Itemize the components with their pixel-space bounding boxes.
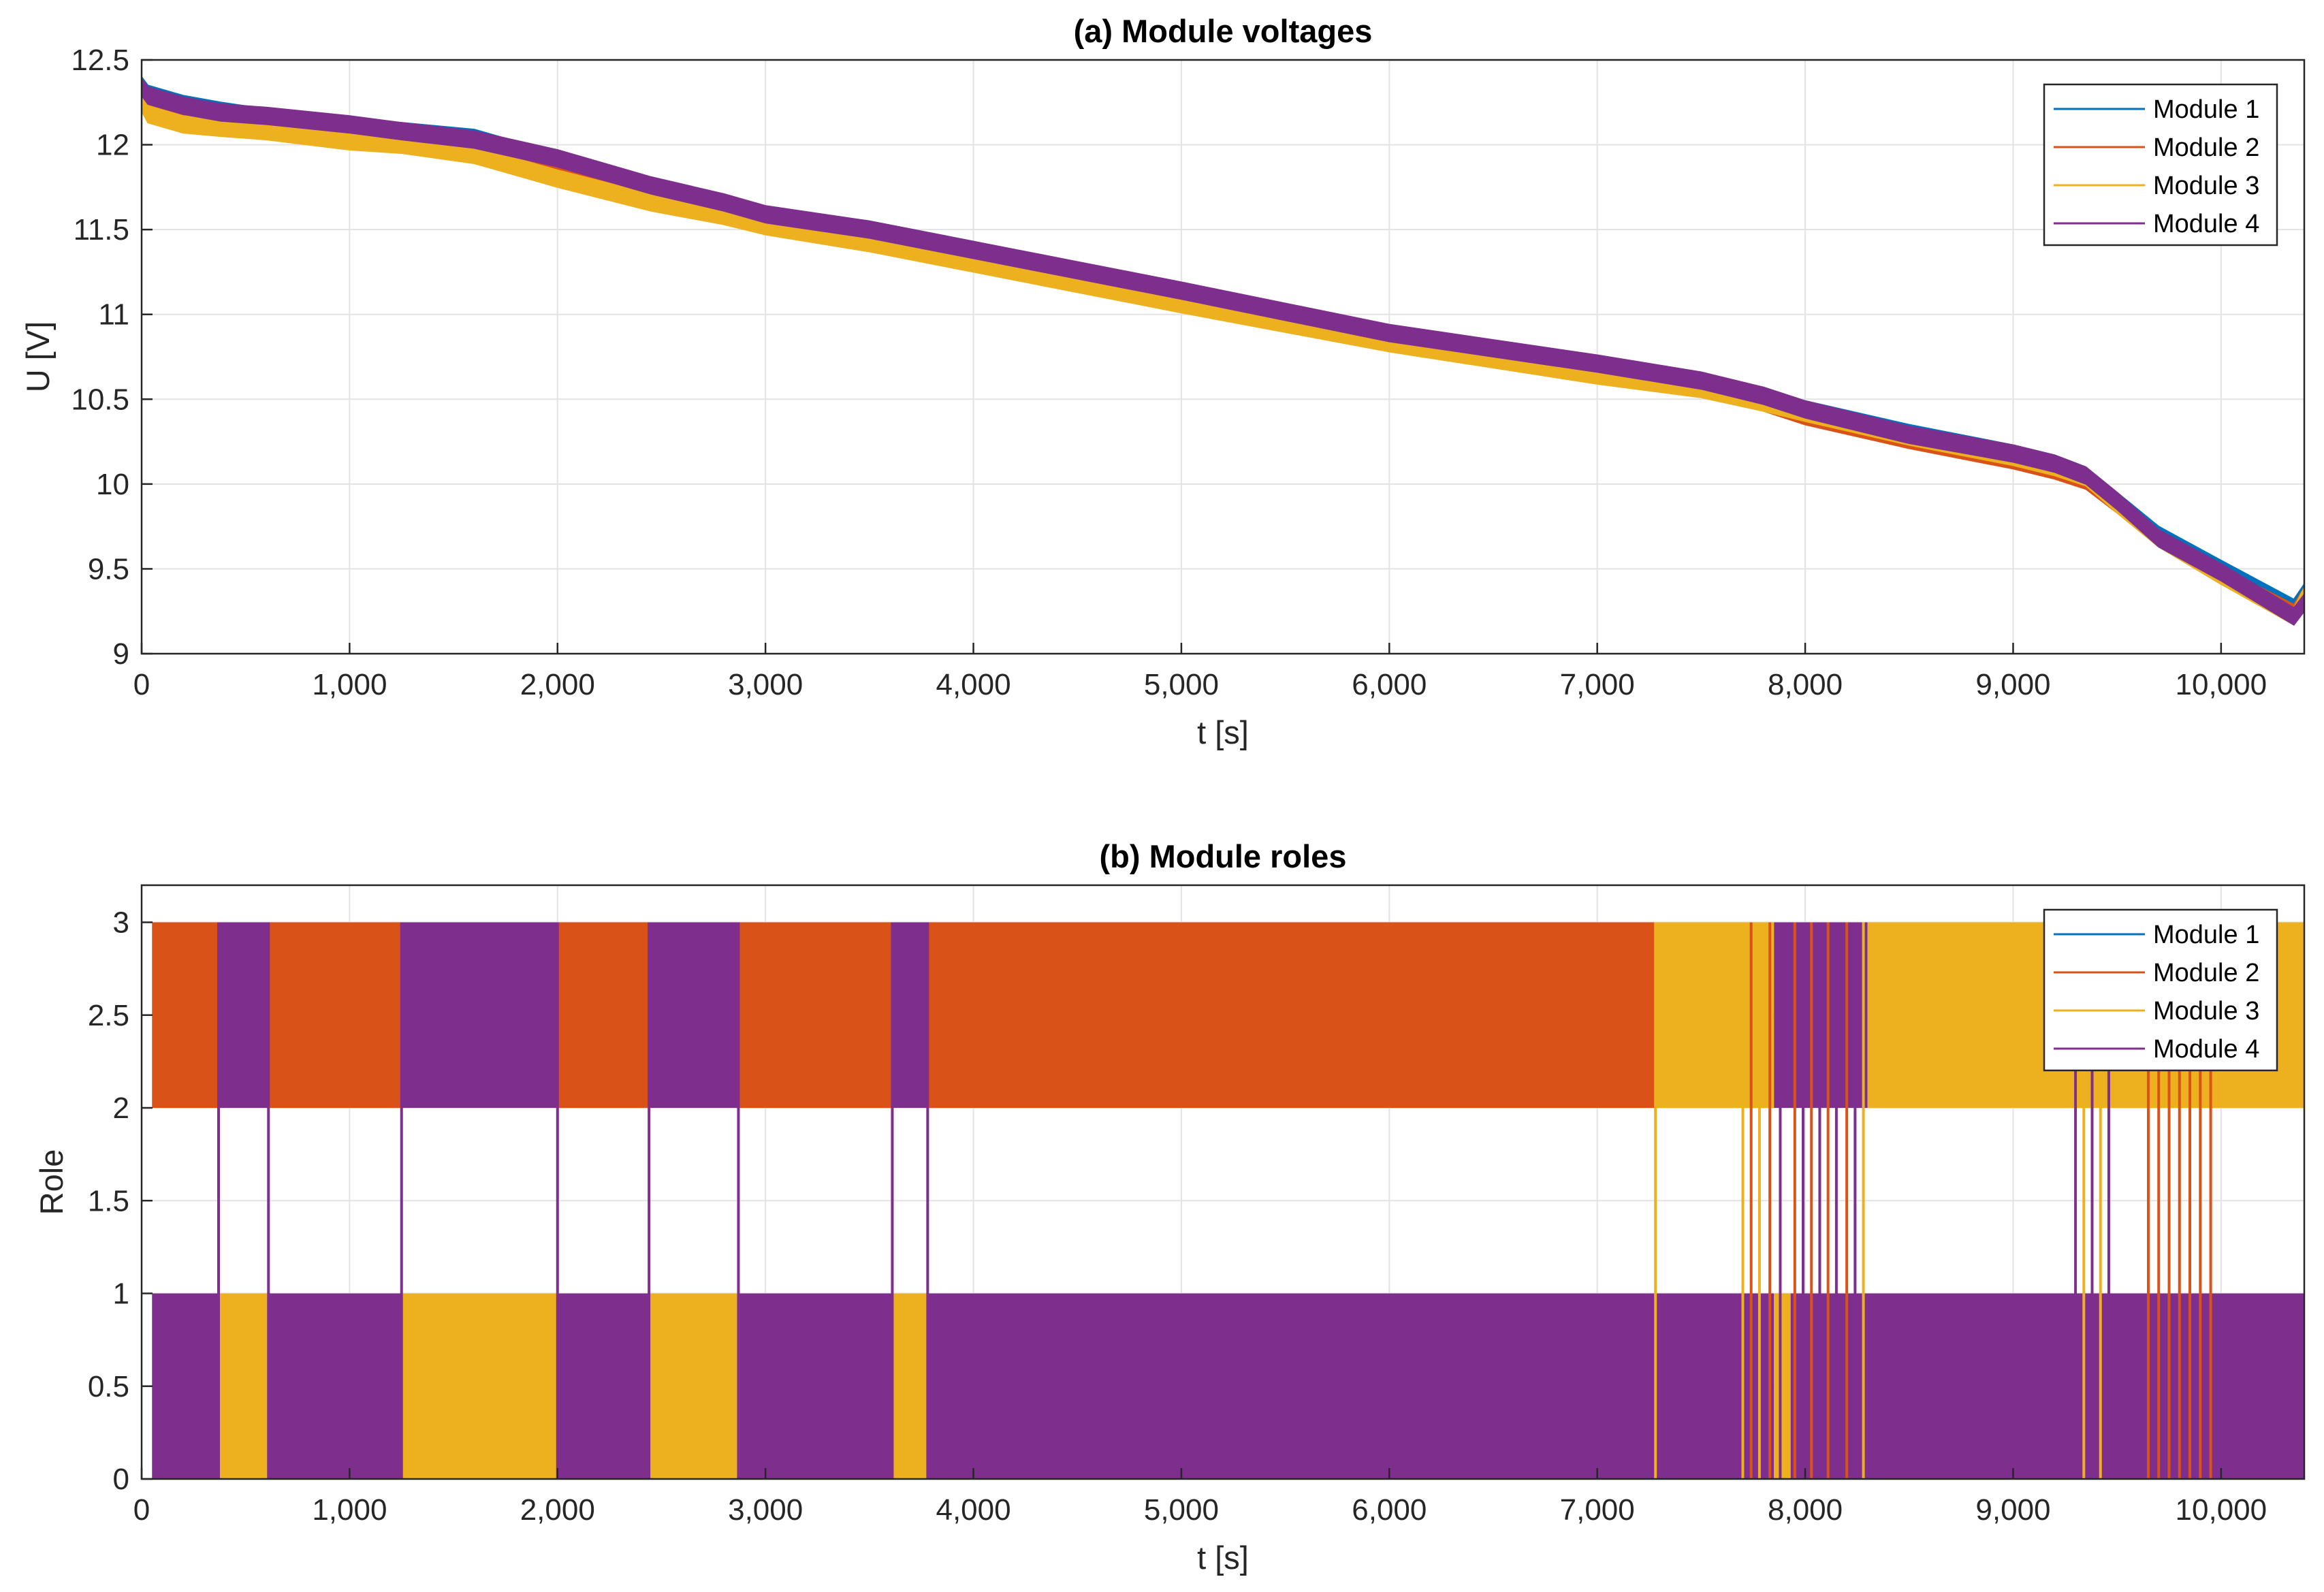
y-axis-label: Role xyxy=(33,1149,69,1215)
role-segment xyxy=(557,922,650,1108)
legend: Module 1 Module 2 Module 3 Module 4 xyxy=(2043,83,2278,246)
x-tick-label: 4,000 xyxy=(936,1493,1010,1527)
x-axis-ticks: 0 1,000 2,000 3,000 4,000 5,000 6,000 7,000 8,00… xyxy=(133,643,2267,701)
y-tick-label: 12 xyxy=(96,129,129,162)
y-tick-label: 11.5 xyxy=(74,213,129,246)
x-tick-label: 9,000 xyxy=(1975,1493,2050,1527)
series-layer xyxy=(142,76,2304,626)
x-tick-label: 6,000 xyxy=(1352,1493,1427,1527)
x-tick-label: 2,000 xyxy=(520,1493,595,1527)
x-tick-label: 5,000 xyxy=(1144,1493,1219,1527)
x-axis-label: t [s] xyxy=(1197,1540,1249,1576)
x-axis-label: t [s] xyxy=(1197,714,1249,750)
x-tick-label: 10,000 xyxy=(2176,1493,2267,1527)
x-tick-label: 8,000 xyxy=(1768,668,1843,701)
y-tick-label: 1.5 xyxy=(88,1184,129,1217)
y-tick-label: 0 xyxy=(113,1463,129,1496)
x-tick-label: 8,000 xyxy=(1768,1493,1843,1527)
x-tick-label: 7,000 xyxy=(1560,1493,1635,1527)
role-segment xyxy=(1774,1293,1791,1479)
y-tick-label: 1 xyxy=(113,1277,129,1311)
x-tick-label: 0 xyxy=(133,1493,150,1527)
role-segment xyxy=(401,1293,558,1479)
legend-label: Module 2 xyxy=(2153,959,2259,987)
role-segment xyxy=(649,1293,739,1479)
axes-box xyxy=(140,59,2306,655)
x-tick-label: 5,000 xyxy=(1144,668,1219,701)
series-line xyxy=(142,86,2304,618)
x-tick-label: 4,000 xyxy=(936,668,1010,701)
series-layer xyxy=(152,922,2304,1479)
x-tick-label: 3,000 xyxy=(728,1493,803,1527)
x-tick-label: 2,000 xyxy=(520,668,595,701)
y-tick-label: 9.5 xyxy=(88,552,129,586)
role-segment xyxy=(892,922,928,1108)
role-segment xyxy=(649,922,739,1108)
y-tick-label: 9 xyxy=(113,637,129,671)
axes-box xyxy=(140,884,2306,1480)
y-tick-label: 10.5 xyxy=(71,383,129,416)
role-segment xyxy=(1655,922,1774,1108)
x-tick-label: 7,000 xyxy=(1560,668,1635,701)
plot-area xyxy=(152,922,2304,1479)
y-tick-label: 10 xyxy=(96,468,129,501)
x-tick-label: 3,000 xyxy=(728,668,803,701)
role-segment xyxy=(892,1293,928,1479)
x-tick-label: 1,000 xyxy=(312,1493,387,1527)
y-tick-label: 0.5 xyxy=(88,1370,129,1403)
role-segment xyxy=(401,922,558,1108)
role-segment xyxy=(557,1293,650,1479)
role-segment xyxy=(268,922,402,1108)
x-tick-label: 6,000 xyxy=(1352,668,1427,701)
legend-label: Module 1 xyxy=(2153,95,2259,124)
role-segment xyxy=(152,1293,219,1479)
legend-label: Module 4 xyxy=(2153,210,2259,238)
role-segment xyxy=(927,1293,1774,1479)
role-segment xyxy=(218,922,269,1108)
y-axis-ticks: 0 0.5 1 1.5 2 2.5 3 xyxy=(88,906,153,1496)
series-band xyxy=(142,77,2304,626)
role-segment xyxy=(218,1293,269,1479)
role-segment xyxy=(152,922,219,1108)
legend-label: Module 1 xyxy=(2153,921,2259,949)
legend-box xyxy=(2043,83,2278,246)
x-tick-label: 1,000 xyxy=(312,668,387,701)
y-tick-label: 2.5 xyxy=(88,999,129,1032)
y-tick-label: 11 xyxy=(98,298,129,332)
role-segment xyxy=(268,1293,402,1479)
x-tick-label: 0 xyxy=(133,668,150,701)
y-axis-label: U [V] xyxy=(20,321,56,392)
role-segment xyxy=(738,1293,893,1479)
y-tick-label: 12.5 xyxy=(71,44,129,77)
y-axis-ticks: 9 9.5 10 10.5 11 11.5 12 12.5 xyxy=(71,44,153,671)
plot-area xyxy=(142,76,2304,626)
legend-label: Module 3 xyxy=(2153,172,2259,200)
legend-label: Module 4 xyxy=(2153,1035,2259,1064)
role-segment xyxy=(738,922,893,1108)
legend-box xyxy=(2043,908,2278,1072)
y-tick-label: 2 xyxy=(113,1092,129,1125)
legend: Module 1 Module 2 Module 3 Module 4 xyxy=(2043,908,2278,1072)
legend-label: Module 2 xyxy=(2153,133,2259,162)
y-tick-label: 3 xyxy=(113,906,129,940)
legend-label: Module 3 xyxy=(2153,997,2259,1025)
roles-chart: (b) Module roles 0 1,000 2,000 3,000 4,000 5,… xyxy=(33,838,2306,1576)
voltage-chart: (a) Module voltages 0 1,000 2,000 3,000 4,00… xyxy=(20,13,2306,750)
role-segment xyxy=(1790,1293,2304,1479)
role-segment xyxy=(927,922,1656,1108)
x-tick-label: 10,000 xyxy=(2176,668,2267,701)
chart-title: (a) Module voltages xyxy=(1074,13,1373,49)
x-axis-ticks: 0 1,000 2,000 3,000 4,000 5,000 6,000 7,000 8,00… xyxy=(133,1468,2267,1527)
chart-title: (b) Module roles xyxy=(1100,838,1347,874)
x-tick-label: 9,000 xyxy=(1975,668,2050,701)
